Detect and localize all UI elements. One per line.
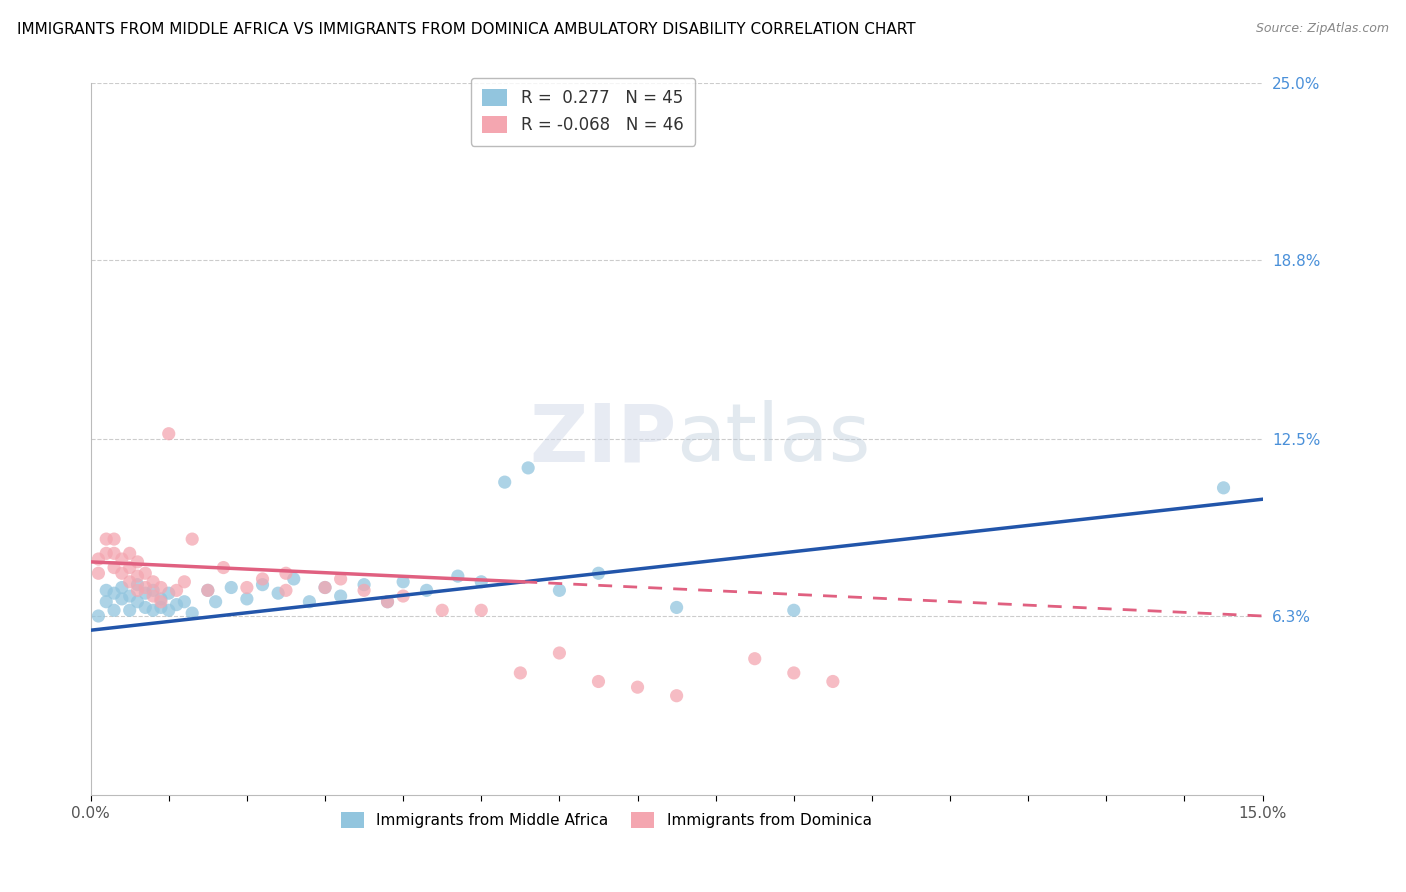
Point xyxy=(197,583,219,598)
Point xyxy=(392,574,415,589)
Point xyxy=(87,552,110,566)
Point xyxy=(149,581,172,595)
Point xyxy=(517,461,540,475)
Point xyxy=(181,532,204,546)
Point xyxy=(314,581,336,595)
Point xyxy=(267,586,290,600)
Point xyxy=(783,603,806,617)
Point xyxy=(626,680,648,694)
Point xyxy=(212,560,235,574)
Point xyxy=(96,583,118,598)
Point xyxy=(134,566,156,581)
Point xyxy=(236,581,259,595)
Point xyxy=(87,609,110,624)
Point xyxy=(353,583,375,598)
Point xyxy=(204,595,226,609)
Point xyxy=(96,546,118,560)
Point xyxy=(494,475,516,490)
Point xyxy=(127,577,149,591)
Point xyxy=(470,574,492,589)
Point xyxy=(134,586,156,600)
Point xyxy=(118,574,141,589)
Point xyxy=(181,606,204,620)
Point xyxy=(127,583,149,598)
Point xyxy=(821,674,844,689)
Point xyxy=(111,552,134,566)
Point xyxy=(142,589,165,603)
Point xyxy=(87,566,110,581)
Point xyxy=(157,586,180,600)
Point xyxy=(298,595,321,609)
Point xyxy=(149,600,172,615)
Point xyxy=(329,572,352,586)
Point xyxy=(236,591,259,606)
Point xyxy=(509,665,531,680)
Point xyxy=(118,560,141,574)
Point xyxy=(283,572,305,586)
Point xyxy=(274,566,297,581)
Point xyxy=(166,598,188,612)
Point xyxy=(314,581,336,595)
Point xyxy=(111,581,134,595)
Point xyxy=(142,603,165,617)
Point xyxy=(588,674,610,689)
Point xyxy=(392,589,415,603)
Text: Source: ZipAtlas.com: Source: ZipAtlas.com xyxy=(1256,22,1389,36)
Point xyxy=(111,566,134,581)
Point xyxy=(665,689,688,703)
Point xyxy=(166,583,188,598)
Point xyxy=(149,591,172,606)
Point xyxy=(744,651,766,665)
Point xyxy=(142,574,165,589)
Point xyxy=(96,532,118,546)
Text: atlas: atlas xyxy=(676,401,870,478)
Point xyxy=(103,603,125,617)
Point xyxy=(103,546,125,560)
Point xyxy=(588,566,610,581)
Point xyxy=(127,595,149,609)
Point xyxy=(127,569,149,583)
Text: ZIP: ZIP xyxy=(529,401,676,478)
Point xyxy=(173,595,195,609)
Legend: Immigrants from Middle Africa, Immigrants from Dominica: Immigrants from Middle Africa, Immigrant… xyxy=(335,805,877,834)
Point xyxy=(1212,481,1234,495)
Point xyxy=(149,595,172,609)
Point xyxy=(548,646,571,660)
Point xyxy=(377,595,399,609)
Point xyxy=(118,603,141,617)
Point xyxy=(329,589,352,603)
Point xyxy=(783,665,806,680)
Point xyxy=(377,595,399,609)
Point xyxy=(353,577,375,591)
Point xyxy=(142,583,165,598)
Point xyxy=(548,583,571,598)
Point xyxy=(103,532,125,546)
Point xyxy=(173,574,195,589)
Point xyxy=(219,581,242,595)
Point xyxy=(157,426,180,441)
Text: IMMIGRANTS FROM MIDDLE AFRICA VS IMMIGRANTS FROM DOMINICA AMBULATORY DISABILITY : IMMIGRANTS FROM MIDDLE AFRICA VS IMMIGRA… xyxy=(17,22,915,37)
Point xyxy=(111,591,134,606)
Point xyxy=(103,586,125,600)
Point xyxy=(157,603,180,617)
Point xyxy=(447,569,470,583)
Point xyxy=(96,595,118,609)
Point xyxy=(118,546,141,560)
Point xyxy=(252,572,274,586)
Point xyxy=(432,603,454,617)
Point xyxy=(665,600,688,615)
Point xyxy=(274,583,297,598)
Point xyxy=(118,589,141,603)
Point xyxy=(197,583,219,598)
Point xyxy=(470,603,492,617)
Point xyxy=(103,560,125,574)
Point xyxy=(415,583,437,598)
Point xyxy=(134,600,156,615)
Point xyxy=(134,581,156,595)
Point xyxy=(252,577,274,591)
Point xyxy=(127,555,149,569)
